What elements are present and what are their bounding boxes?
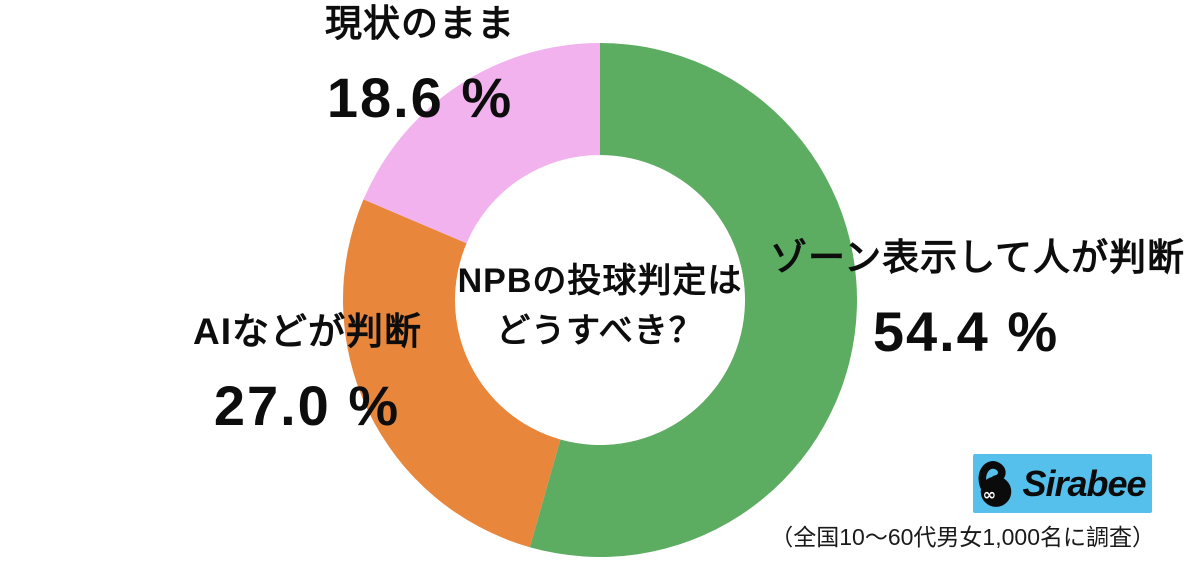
segment-label: ゾーン表示して人が判断 xyxy=(770,237,1186,278)
survey-caption: （全国10〜60代男女1,000名に調査） xyxy=(770,524,1155,550)
segment-label: 現状のまま xyxy=(325,3,515,44)
segment-value: 54.4 % xyxy=(872,300,1060,363)
sirabee-logo-badge: ∞ Sirabee xyxy=(973,454,1152,513)
segment-label-block-genjou: 現状のまま 18.6 % xyxy=(310,2,530,126)
chart-title-line2: どうすべき？ xyxy=(496,312,704,350)
segment-value: 18.6 % xyxy=(326,66,514,129)
segment-label-block-ai: AIなどが判断 27.0 % xyxy=(193,310,421,434)
donut-segment-0 xyxy=(529,43,858,557)
segment-label: AIなどが判断 xyxy=(193,311,422,352)
donut-segment-2 xyxy=(363,42,600,244)
sirabee-mascot-icon: ∞ xyxy=(978,460,1012,507)
svg-text:∞: ∞ xyxy=(983,485,997,504)
chart-title-line1: NPBの投球判定は xyxy=(457,262,743,300)
donut-segment-1 xyxy=(343,199,561,548)
segment-label-block-zone: ゾーン表示して人が判断 54.4 % xyxy=(770,236,1186,363)
sirabee-logo-text: Sirabee xyxy=(1022,462,1146,504)
chart-title: NPBの投球判定は どうすべき？ xyxy=(430,256,770,356)
segment-value: 27.0 % xyxy=(213,374,401,437)
